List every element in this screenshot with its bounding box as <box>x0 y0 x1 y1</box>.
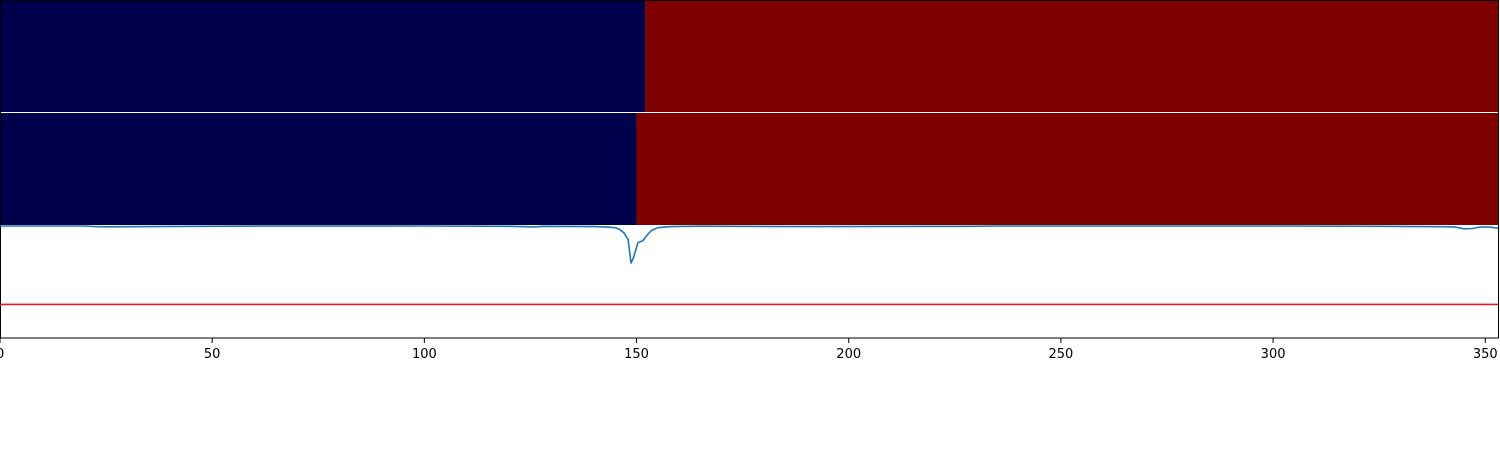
x-tick-label: 100 <box>412 347 437 362</box>
x-tick-label: 0 <box>0 347 4 362</box>
x-tick-label: 300 <box>1261 347 1286 362</box>
x-tick-label: 350 <box>1473 347 1498 362</box>
x-axis: 0 50 100 150 200 250 300 350 <box>0 338 1498 362</box>
heatmap-cell-1-1 <box>0 1 646 112</box>
x-tick-label: 150 <box>624 347 649 362</box>
x-tick-label: 200 <box>836 347 861 362</box>
heatmap-row-2 <box>0 113 1498 225</box>
heatmap-cell-1-2 <box>645 1 1498 112</box>
heatmap-row-1 <box>0 1 1498 112</box>
heatmap-cell-2-2 <box>636 113 1498 225</box>
series-line-1 <box>0 225 1499 264</box>
x-tick-label: 250 <box>1048 347 1073 362</box>
x-tick-label: 50 <box>204 347 221 362</box>
line-plot-panel <box>0 0 1499 339</box>
plot-frame <box>0 0 1499 339</box>
heatmap-cell-2-1 <box>0 113 637 225</box>
